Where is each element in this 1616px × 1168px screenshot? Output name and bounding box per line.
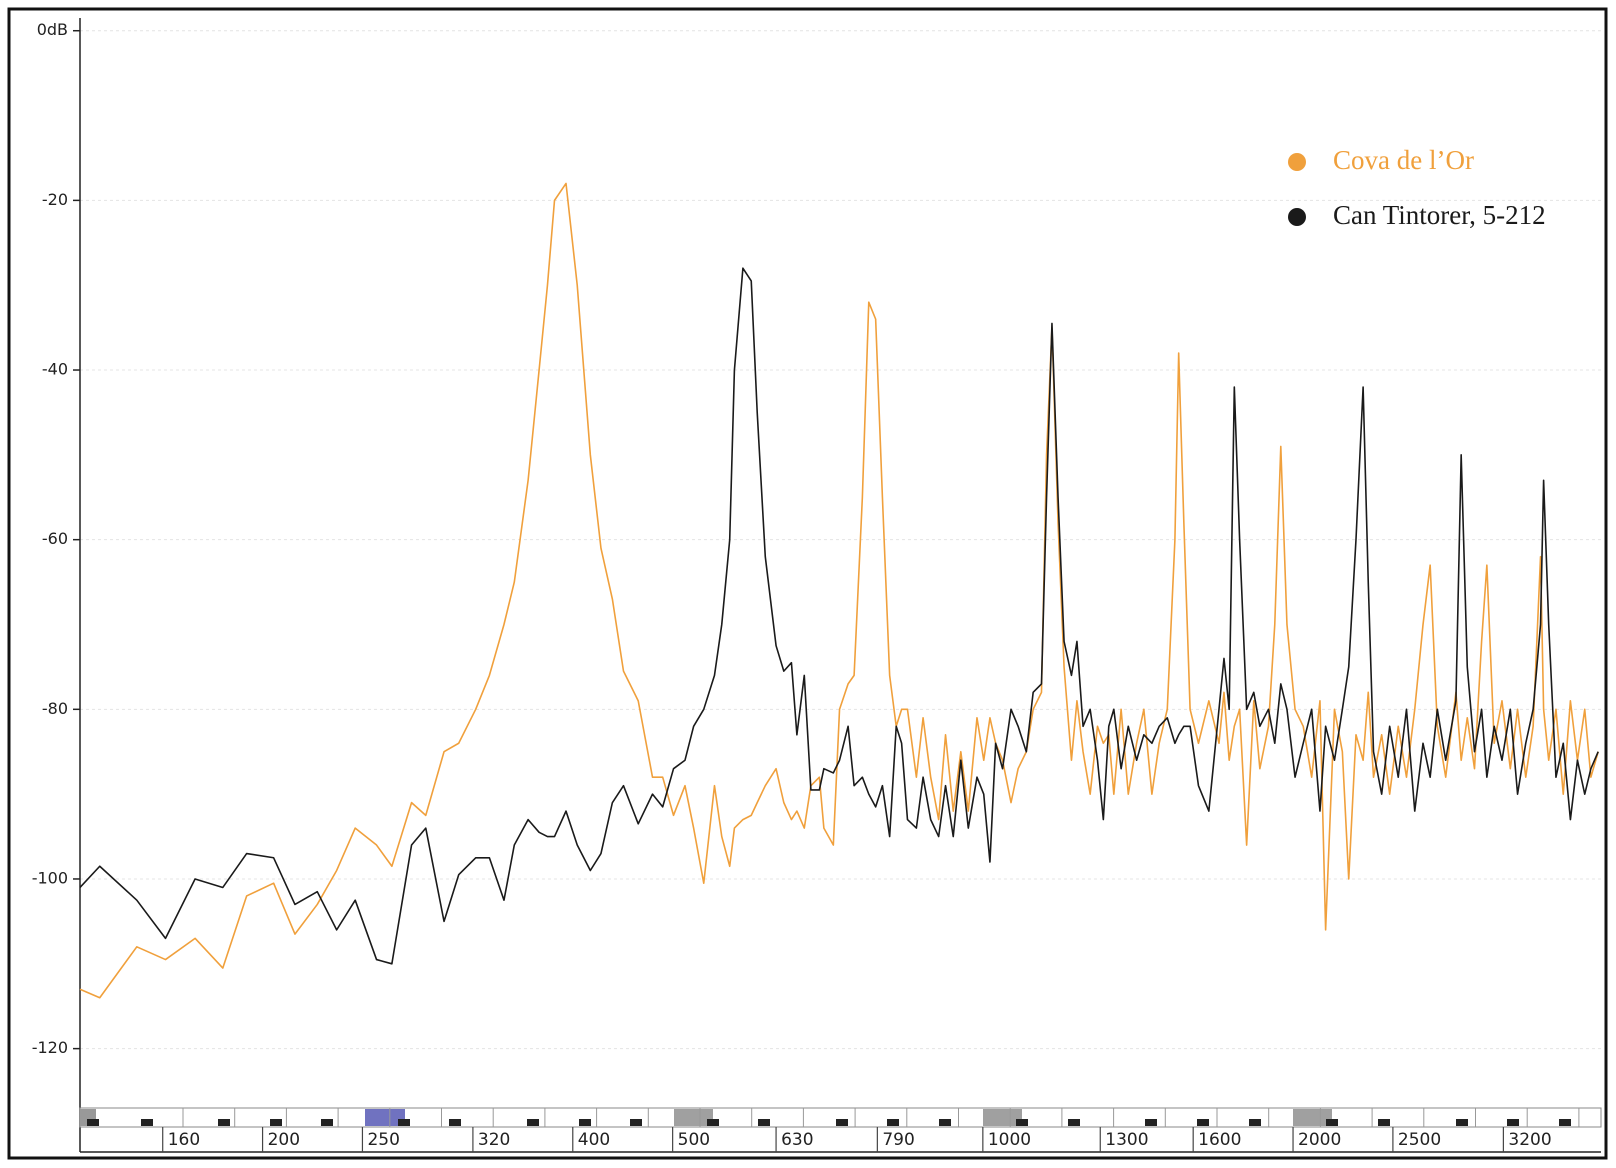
keyboard-marker — [1456, 1119, 1468, 1126]
keyboard-marker — [579, 1119, 591, 1126]
y-tick-label: 0dB — [37, 20, 68, 39]
frame — [7, 7, 1608, 1160]
keyboard-marker — [1145, 1119, 1157, 1126]
keyboard-marker — [939, 1119, 951, 1126]
keyboard-marker — [449, 1119, 461, 1126]
keyboard-marker — [836, 1119, 848, 1126]
y-tick-label: -80 — [42, 699, 68, 718]
keyboard-marker — [1197, 1119, 1209, 1126]
keyboard-key — [1293, 1109, 1332, 1126]
keyboard-marker — [1378, 1119, 1390, 1126]
keyboard-marker — [630, 1119, 642, 1126]
keyboard-marker — [1016, 1119, 1028, 1126]
keyboard-marker — [1507, 1119, 1519, 1126]
keyboard-key — [365, 1109, 405, 1126]
keyboard-marker — [1249, 1119, 1261, 1126]
x-tick-label: 320 — [478, 1130, 510, 1150]
keyboard-marker — [707, 1119, 719, 1126]
keyboard-marker — [218, 1119, 230, 1126]
x-tick-label: 790 — [882, 1130, 914, 1150]
y-tick-label: -20 — [42, 190, 68, 209]
y-tick-label: -100 — [32, 868, 68, 887]
keyboard-marker — [758, 1119, 770, 1126]
series-line — [79, 267, 1599, 965]
x-tick-label: 1600 — [1198, 1130, 1241, 1150]
legend-label: Cova de l’Or — [1333, 145, 1474, 175]
keyboard-marker — [527, 1119, 539, 1126]
keyboard-marker — [887, 1119, 899, 1126]
y-tick-label: -60 — [42, 529, 68, 548]
x-tick-label: 1000 — [988, 1130, 1031, 1150]
y-tick-label: -120 — [32, 1038, 68, 1057]
legend-label: Can Tintorer, 5-212 — [1333, 200, 1546, 230]
x-tick-label: 3200 — [1508, 1130, 1551, 1150]
x-tick-label: 160 — [168, 1130, 200, 1150]
x-tick-label: 200 — [268, 1130, 300, 1150]
x-tick-label: 2500 — [1398, 1130, 1441, 1150]
keyboard-key — [983, 1109, 1022, 1126]
keyboard-marker — [1326, 1119, 1338, 1126]
keyboard-marker — [87, 1119, 99, 1126]
x-tick-label: 400 — [578, 1130, 610, 1150]
keyboard-marker — [270, 1119, 282, 1126]
x-tick-label: 500 — [678, 1130, 710, 1150]
y-tick-label: -40 — [42, 360, 68, 379]
x-tick-label: 630 — [781, 1130, 813, 1150]
x-tick-label: 1300 — [1105, 1130, 1148, 1150]
keyboard-marker — [321, 1119, 333, 1126]
keyboard-marker — [1068, 1119, 1080, 1126]
x-tick-label: 2000 — [1298, 1130, 1341, 1150]
legend-marker — [1288, 153, 1306, 171]
x-tick-label: 250 — [367, 1130, 399, 1150]
keyboard-marker — [1559, 1119, 1571, 1126]
keyboard-marker — [141, 1119, 153, 1126]
keyboard-marker — [398, 1119, 410, 1126]
keyboard-key — [674, 1109, 713, 1126]
legend-marker — [1288, 208, 1306, 226]
